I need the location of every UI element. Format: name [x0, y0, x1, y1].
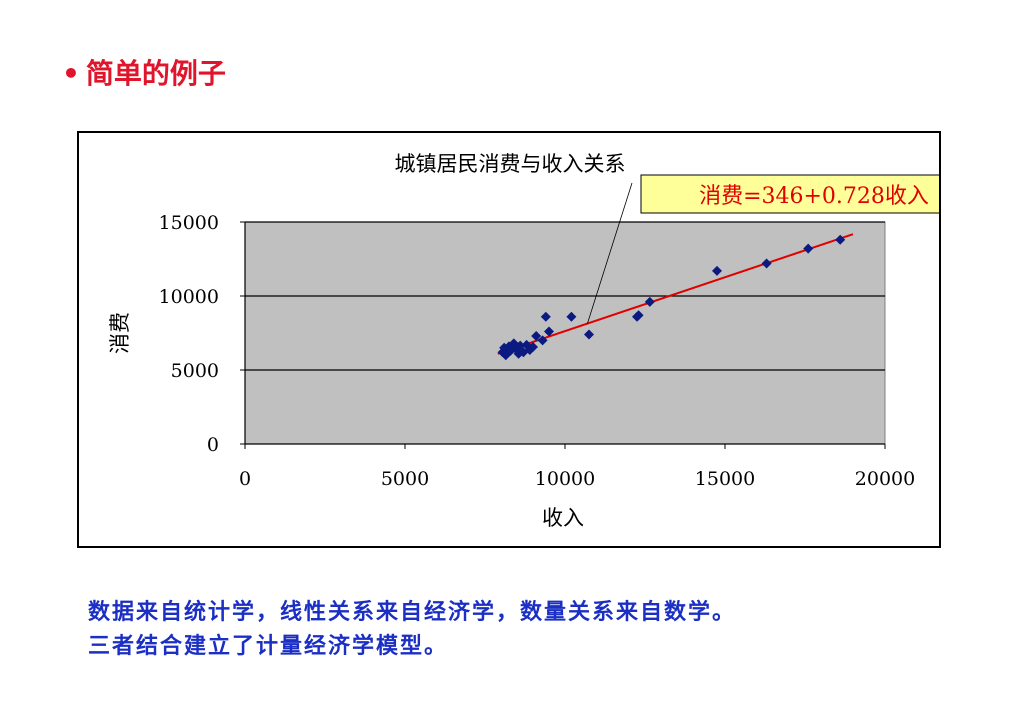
regression-line	[497, 233, 854, 355]
data-point	[515, 340, 526, 351]
y-axis-label: 消费	[108, 312, 132, 354]
callout-box	[640, 174, 989, 214]
scatter-chart: 城镇居民消费与收入关系 0 5000 10000 15000 0 5000 10000 150…	[108, 152, 989, 530]
data-point	[835, 234, 846, 245]
footer-line-2: 三者结合建立了计量经济学模型。	[88, 634, 449, 659]
data-point	[510, 343, 521, 354]
chart-title: 城镇居民消费与收入关系	[395, 152, 626, 176]
y-tick-label: 0	[207, 434, 219, 456]
data-point	[712, 265, 722, 276]
callout-leader	[587, 182, 633, 324]
data-point	[761, 258, 772, 269]
chart-frame: 城镇居民消费与收入关系 0 5000 10000 15000 0 5000 10000 150…	[77, 131, 989, 548]
footer-line-1: 数据来自统计学，线性关系来自经济学，数量关系来自数学。	[88, 600, 737, 625]
y-tick-label: 15000	[159, 212, 219, 234]
data-point	[537, 335, 548, 346]
x-axis-label: 收入	[542, 506, 584, 530]
regression-equation-label: 消费=346+0.728收入	[699, 184, 929, 209]
x-tick-label: 20000	[855, 468, 915, 490]
data-point	[566, 311, 577, 322]
footer-text: 数据来自统计学，线性关系来自经济学，数量关系来自数学。 三者结合建立了计量经济学…	[88, 596, 988, 664]
slide-title-text: 简单的例子	[85, 57, 226, 90]
x-tick-label: 15000	[695, 468, 755, 490]
x-tick-label: 0	[239, 468, 251, 490]
data-point	[633, 310, 644, 321]
data-point	[544, 326, 554, 337]
bullet: •	[62, 57, 80, 90]
x-tick-label: 5000	[381, 468, 429, 490]
y-tick-label: 10000	[159, 286, 219, 308]
data-point	[528, 342, 538, 353]
data-point	[518, 347, 529, 358]
data-point	[540, 311, 551, 322]
slide-title: • 简单的例子	[62, 52, 226, 92]
x-tick-label: 10000	[535, 468, 595, 490]
data-point	[644, 296, 655, 307]
data-point	[584, 329, 594, 340]
data-point	[531, 330, 542, 341]
data-point	[803, 243, 814, 254]
y-tick-label: 5000	[171, 360, 219, 382]
